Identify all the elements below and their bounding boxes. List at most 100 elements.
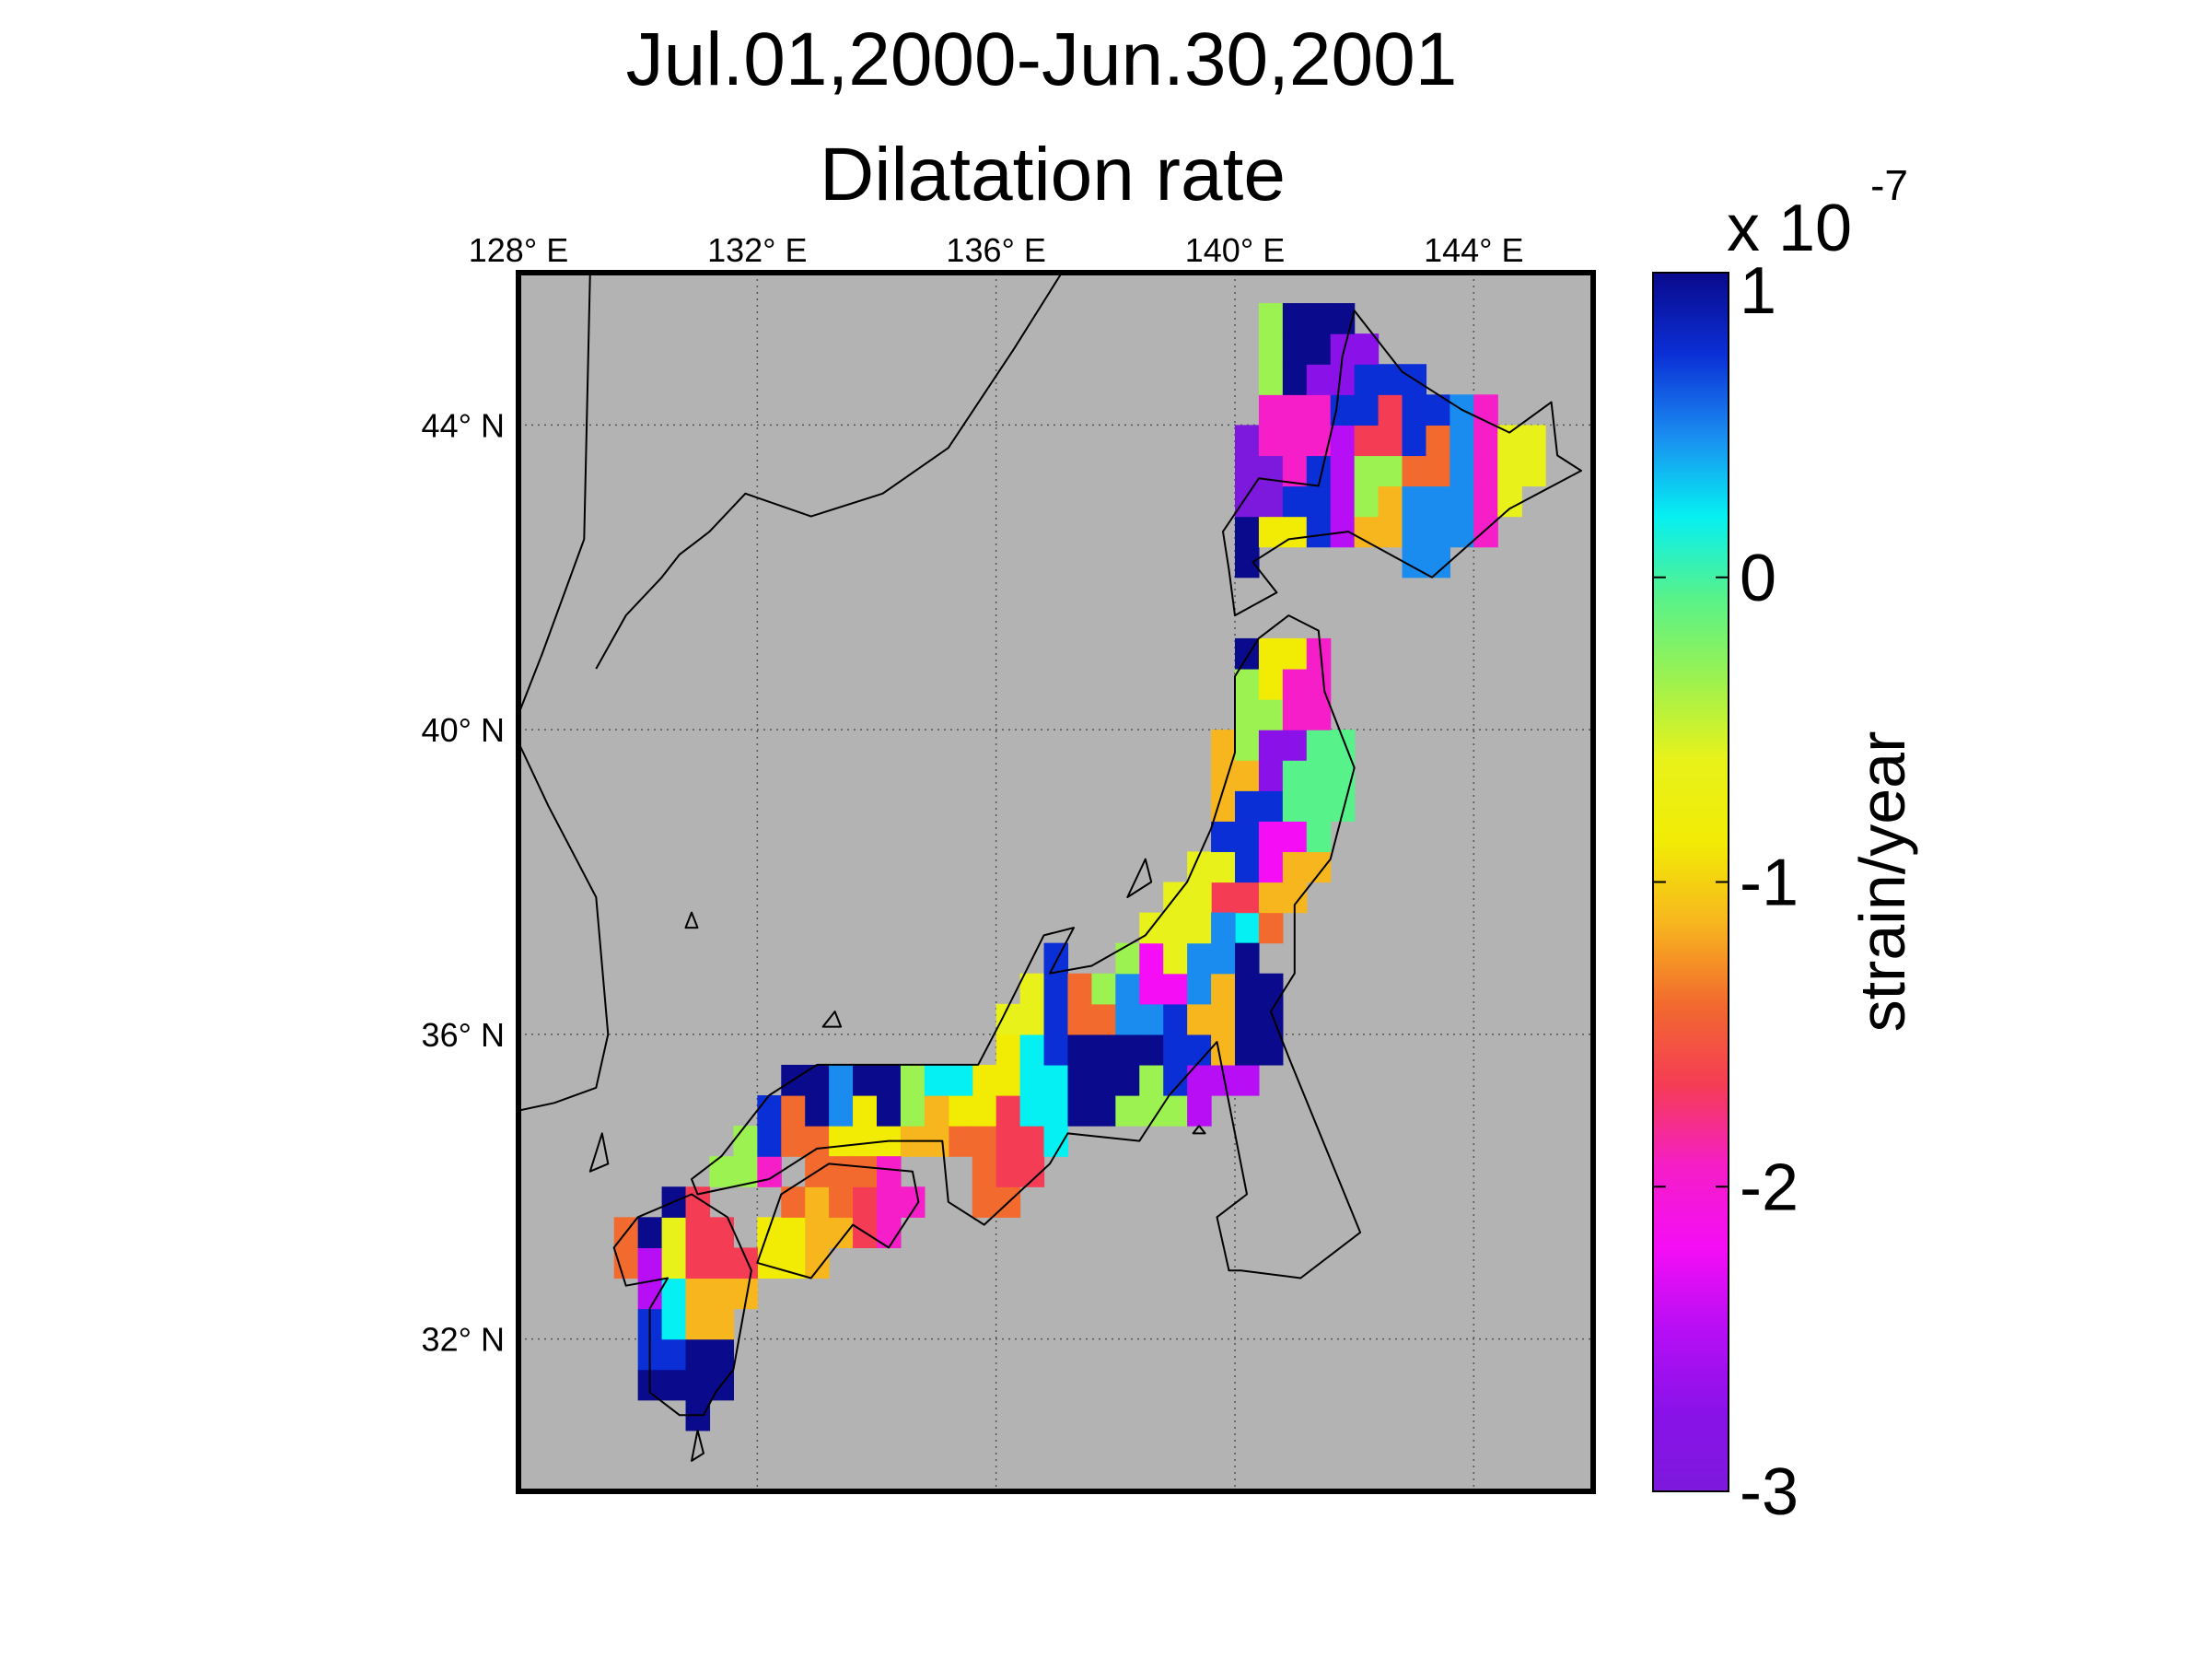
raster-cell bbox=[1402, 425, 1427, 457]
raster-cell bbox=[757, 1126, 782, 1157]
longitude-labels: 128° E 132° E 136° E 140° E 144° E bbox=[469, 231, 1524, 269]
raster-cell bbox=[1187, 973, 1212, 1005]
raster-region-central bbox=[948, 882, 1284, 1218]
raster-cell bbox=[1282, 637, 1308, 670]
raster-cell bbox=[685, 1308, 711, 1340]
raster-cell bbox=[948, 1126, 973, 1157]
raster-cell bbox=[1258, 730, 1284, 761]
raster-cell bbox=[1091, 973, 1116, 1005]
raster-cell bbox=[1330, 425, 1356, 457]
raster-cell bbox=[1235, 1034, 1260, 1066]
colorbar-ticks: 1 0 -1 -2 -3 bbox=[1653, 254, 1799, 1529]
raster-cell bbox=[853, 1126, 878, 1157]
raster-cell bbox=[948, 1064, 973, 1096]
coastline-tanegashima bbox=[691, 1429, 704, 1462]
raster-cell bbox=[1306, 790, 1332, 822]
raster-cell bbox=[1091, 1034, 1116, 1066]
raster-cell bbox=[1306, 516, 1332, 548]
raster-cell bbox=[1354, 364, 1380, 395]
coastline-kyushu bbox=[612, 1193, 752, 1417]
raster-cell bbox=[757, 1156, 782, 1187]
raster-cell bbox=[1187, 1095, 1212, 1127]
raster-cell bbox=[1115, 973, 1140, 1005]
coastline-ulleung bbox=[684, 911, 699, 929]
raster-cell bbox=[781, 1095, 806, 1127]
raster-cell bbox=[709, 1247, 734, 1279]
raster-cell bbox=[661, 1247, 687, 1279]
longitude-label: 128° E bbox=[469, 231, 568, 269]
coastline-sado bbox=[1126, 858, 1153, 898]
raster-cell bbox=[1235, 485, 1260, 518]
raster-cell bbox=[1235, 425, 1260, 457]
raster-cell bbox=[1354, 394, 1380, 426]
raster-region-kyushu bbox=[613, 1186, 758, 1431]
raster-cell bbox=[924, 1064, 949, 1096]
raster-cell bbox=[709, 1278, 734, 1310]
raster-cell bbox=[661, 1217, 687, 1248]
raster-cell bbox=[877, 1064, 902, 1096]
raster-cell bbox=[853, 1186, 878, 1218]
raster-cell bbox=[1258, 516, 1284, 548]
raster-cell bbox=[1306, 394, 1332, 426]
raster-cell bbox=[829, 1156, 854, 1187]
raster-cell bbox=[1258, 760, 1284, 791]
raster-cell bbox=[972, 1095, 997, 1127]
raster-cell bbox=[829, 1186, 854, 1218]
raster-cell bbox=[1378, 516, 1403, 548]
raster-cell bbox=[757, 1095, 782, 1127]
raster-cell bbox=[1019, 973, 1045, 1005]
raster-cell bbox=[1258, 851, 1284, 883]
raster-cell bbox=[1235, 546, 1260, 578]
raster-cell bbox=[1187, 1034, 1212, 1066]
colorbar-tick-label: 0 bbox=[1740, 542, 1776, 615]
raster-cell bbox=[661, 1278, 687, 1310]
raster-cell bbox=[1282, 790, 1308, 822]
raster-cell bbox=[1163, 1064, 1188, 1096]
colorbar-tick-label: -1 bbox=[1740, 847, 1799, 920]
raster-cell bbox=[1067, 1003, 1092, 1035]
coastline-tsushima bbox=[588, 1132, 610, 1173]
raster-cell bbox=[1258, 882, 1284, 914]
raster-cell bbox=[1043, 1064, 1069, 1096]
raster-cell bbox=[1211, 973, 1236, 1005]
raster-cell bbox=[709, 1338, 734, 1371]
colorbar-tick-label: -3 bbox=[1740, 1455, 1799, 1529]
coastline-hokkaido bbox=[1222, 310, 1582, 617]
raster-cell bbox=[1282, 394, 1308, 426]
raster-cell bbox=[1449, 425, 1474, 457]
colorbar-tick-label: 1 bbox=[1740, 254, 1776, 328]
raster-cell bbox=[995, 1003, 1021, 1035]
raster-cell bbox=[1306, 760, 1332, 791]
raster-cell bbox=[1426, 455, 1450, 487]
raster-cell bbox=[733, 1247, 758, 1279]
raster-region-western bbox=[709, 1064, 973, 1187]
raster-cell bbox=[1043, 942, 1069, 975]
raster-cell bbox=[1282, 425, 1308, 457]
raster-cell bbox=[972, 1156, 997, 1187]
raster-cell bbox=[995, 1064, 1021, 1096]
raster-cell bbox=[1402, 485, 1427, 518]
raster-cell bbox=[1115, 1034, 1140, 1066]
raster-cell bbox=[1258, 1034, 1284, 1066]
raster-cell bbox=[1139, 1034, 1164, 1066]
raster-cell bbox=[900, 1064, 926, 1096]
raster-cell bbox=[1235, 455, 1260, 487]
raster-cell bbox=[1378, 394, 1403, 426]
raster-cell bbox=[1426, 546, 1450, 578]
raster-cell bbox=[924, 1095, 949, 1127]
raster-cell bbox=[781, 1126, 806, 1157]
raster-cell bbox=[972, 1126, 997, 1157]
raster-cell bbox=[1235, 668, 1260, 700]
raster-cell bbox=[733, 1126, 758, 1157]
raster-cell bbox=[1282, 485, 1308, 518]
coastline-russia bbox=[595, 273, 1063, 670]
raster-cell bbox=[829, 1095, 854, 1127]
coastline-oki bbox=[821, 1011, 843, 1028]
raster-cell bbox=[1497, 485, 1522, 518]
raster-cell bbox=[1354, 455, 1380, 487]
raster-cell bbox=[1306, 730, 1332, 761]
raster-cell bbox=[1067, 973, 1092, 1005]
raster-cell bbox=[661, 1308, 687, 1340]
raster-cell bbox=[1306, 851, 1332, 883]
raster-cell bbox=[1211, 730, 1236, 761]
